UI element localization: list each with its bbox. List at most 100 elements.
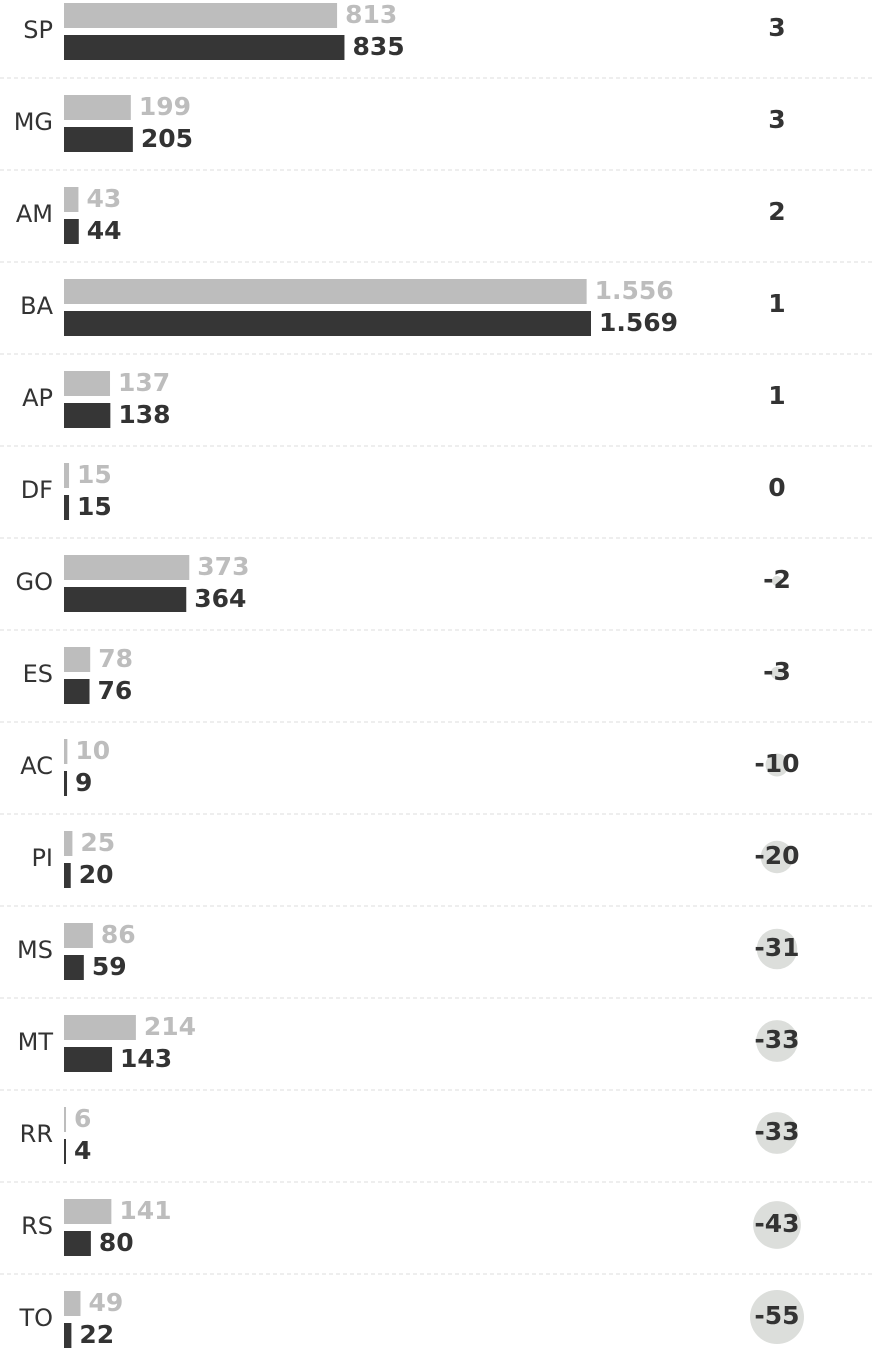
bar xyxy=(64,187,79,212)
bar xyxy=(64,1047,113,1072)
value-label: 214 xyxy=(144,1012,196,1041)
change-label: -2 xyxy=(763,565,791,594)
value-label: 59 xyxy=(92,952,127,981)
change-label: -55 xyxy=(754,1301,799,1330)
bar xyxy=(64,495,70,520)
bar xyxy=(64,403,111,428)
value-label: 9 xyxy=(75,768,92,797)
bar xyxy=(64,923,93,948)
bar xyxy=(64,3,338,28)
category-label: MS xyxy=(17,936,53,964)
change-label: -33 xyxy=(754,1025,799,1054)
category-label: SP xyxy=(23,16,53,44)
bar xyxy=(64,1107,67,1132)
bar xyxy=(64,35,345,60)
change-label: -10 xyxy=(754,749,799,778)
value-label: 835 xyxy=(352,32,404,61)
bar xyxy=(64,371,111,396)
change-label: -33 xyxy=(754,1117,799,1146)
category-label: MT xyxy=(18,1028,54,1056)
category-label: ES xyxy=(23,660,53,688)
bar xyxy=(64,127,133,152)
value-label: 137 xyxy=(118,368,170,397)
change-bubble xyxy=(750,1290,804,1344)
bar xyxy=(64,831,73,856)
bar xyxy=(64,863,71,888)
category-label: RR xyxy=(20,1120,53,1148)
bar xyxy=(64,955,84,980)
value-label: 199 xyxy=(139,92,191,121)
category-label: RS xyxy=(21,1212,53,1240)
value-label: 813 xyxy=(345,0,397,29)
category-label: GO xyxy=(16,568,54,596)
change-label: 1 xyxy=(768,289,785,318)
value-label: 143 xyxy=(120,1044,172,1073)
bar xyxy=(64,463,70,488)
change-bubble xyxy=(756,928,798,970)
value-label: 76 xyxy=(98,676,133,705)
value-label: 10 xyxy=(75,736,110,765)
bar xyxy=(64,1323,72,1348)
category-label: AC xyxy=(20,752,53,780)
bar xyxy=(64,739,68,764)
value-label: 1.556 xyxy=(595,276,674,305)
category-label: BA xyxy=(20,292,53,320)
value-label: 138 xyxy=(118,400,170,429)
value-label: 4 xyxy=(74,1136,91,1165)
change-label: 3 xyxy=(768,105,785,134)
bar xyxy=(64,647,91,672)
change-label: -20 xyxy=(754,841,799,870)
change-bubble xyxy=(756,1112,798,1154)
value-label: 78 xyxy=(98,644,133,673)
value-label: 205 xyxy=(141,124,193,153)
change-bubble xyxy=(756,1020,798,1062)
value-label: 373 xyxy=(197,552,249,581)
bar xyxy=(64,1199,112,1224)
change-bubble xyxy=(770,666,784,680)
value-label: 1.569 xyxy=(599,308,678,337)
value-label: 86 xyxy=(101,920,136,949)
bar xyxy=(64,1231,91,1256)
change-label: 2 xyxy=(768,197,785,226)
bar xyxy=(64,587,187,612)
value-label: 20 xyxy=(79,860,114,889)
value-label: 80 xyxy=(99,1228,134,1257)
bar xyxy=(64,1015,136,1040)
bar xyxy=(64,771,68,796)
category-label: MG xyxy=(14,108,53,136)
change-label: 3 xyxy=(768,13,785,42)
change-label: -3 xyxy=(763,657,791,686)
value-label: 15 xyxy=(77,460,112,489)
change-label: -43 xyxy=(754,1209,799,1238)
value-label: 22 xyxy=(79,1320,114,1349)
value-label: 15 xyxy=(77,492,112,521)
category-label: DF xyxy=(21,476,53,504)
category-label: AM xyxy=(16,200,53,228)
value-label: 44 xyxy=(87,216,122,245)
bar xyxy=(64,95,131,120)
change-bubble xyxy=(771,575,783,587)
value-label: 43 xyxy=(86,184,121,213)
change-bubble xyxy=(765,753,789,777)
bar xyxy=(64,219,79,244)
bar xyxy=(64,555,190,580)
bar xyxy=(64,279,587,304)
bar xyxy=(64,1139,66,1164)
bar xyxy=(64,311,591,336)
change-label: -31 xyxy=(754,933,799,962)
category-label: AP xyxy=(22,384,53,412)
category-label: TO xyxy=(18,1304,53,1332)
change-bubble xyxy=(753,1201,801,1249)
change-bubble xyxy=(760,840,794,874)
bar xyxy=(64,679,90,704)
category-label: PI xyxy=(31,844,53,872)
value-label: 25 xyxy=(80,828,115,857)
change-label: 1 xyxy=(768,381,785,410)
value-label: 49 xyxy=(88,1288,123,1317)
bar xyxy=(64,1291,81,1316)
value-label: 6 xyxy=(74,1104,91,1133)
value-label: 141 xyxy=(119,1196,171,1225)
change-label: 0 xyxy=(768,473,785,502)
